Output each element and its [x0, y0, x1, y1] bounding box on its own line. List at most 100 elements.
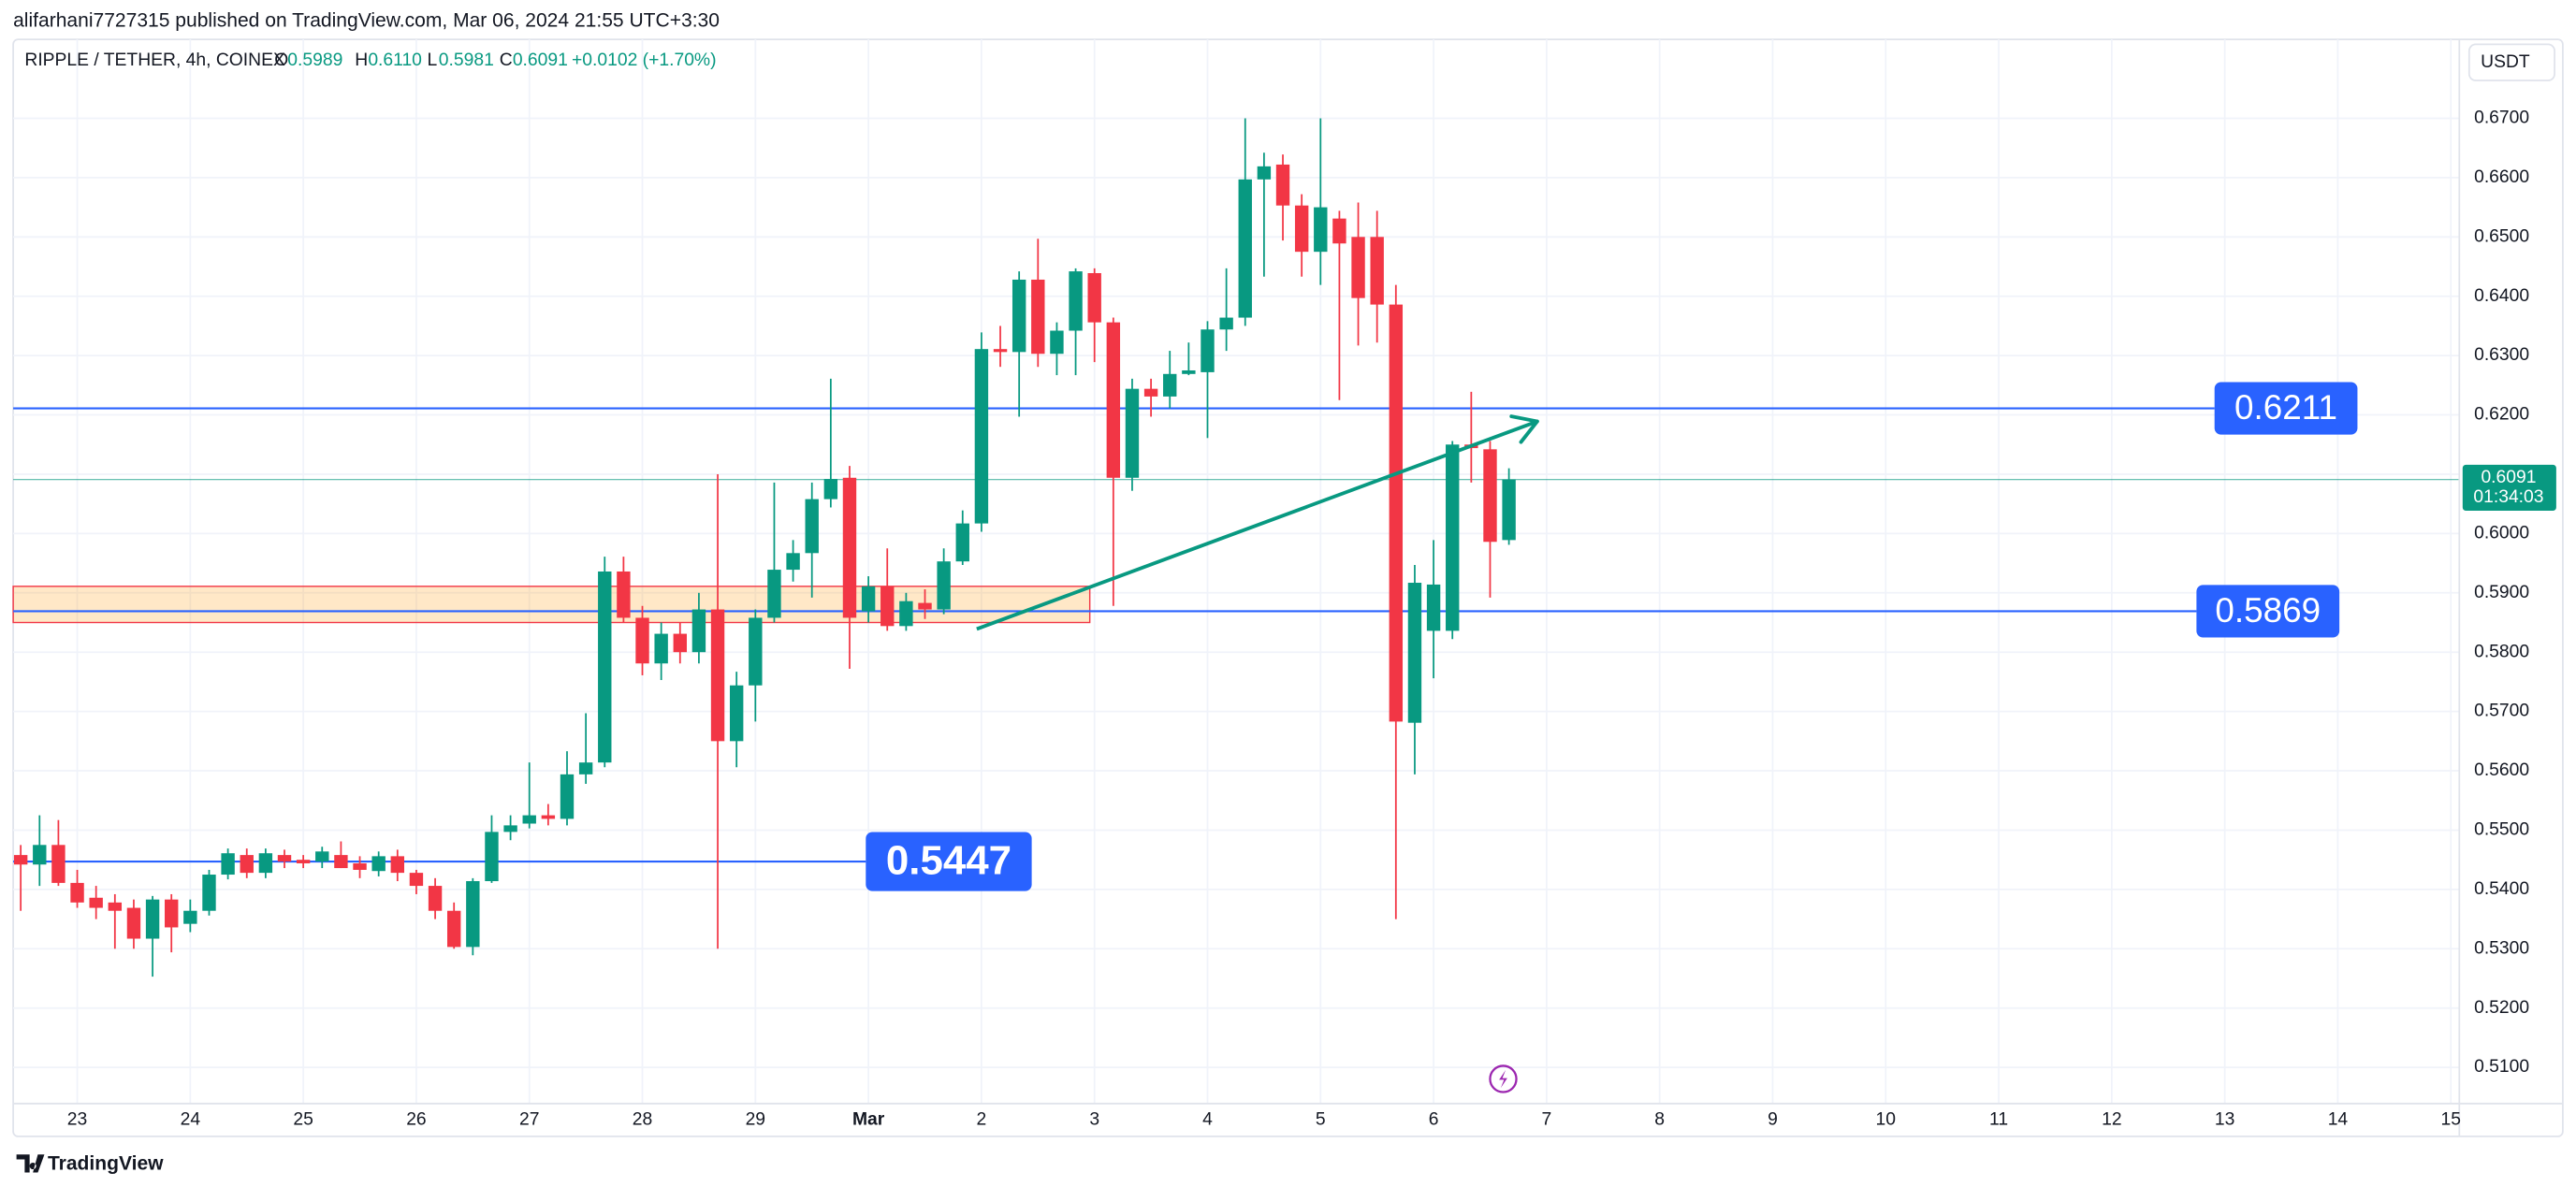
- candle-body: [202, 875, 216, 911]
- candle-body: [710, 609, 725, 742]
- candle-body: [315, 851, 329, 862]
- x-tick-label: 8: [1654, 1109, 1665, 1129]
- x-tick-label: 24: [181, 1109, 201, 1129]
- candle-body: [258, 853, 273, 874]
- y-tick-label: 0.6700: [2474, 109, 2529, 128]
- candle-body: [918, 602, 932, 610]
- candle-body: [786, 553, 800, 571]
- brand: TradingView: [48, 1152, 164, 1174]
- y-tick-label: 0.6200: [2474, 405, 2529, 425]
- candle-body: [1182, 369, 1196, 374]
- y-tick-label: 0.6300: [2474, 345, 2529, 365]
- candle-body: [767, 570, 781, 618]
- candle-body: [1050, 330, 1064, 355]
- x-tick-label: 6: [1429, 1109, 1439, 1129]
- candle-body: [1031, 279, 1045, 355]
- candle-body: [353, 862, 367, 870]
- y-tick-label: 0.5200: [2474, 998, 2529, 1018]
- candle-body: [126, 907, 141, 939]
- candle-body: [334, 855, 348, 869]
- level-label-box: [866, 832, 1032, 891]
- level-label: 0.6211: [2234, 388, 2337, 427]
- brand-logo: [16, 1154, 45, 1173]
- candle-body: [578, 762, 593, 774]
- candle-body: [221, 853, 235, 876]
- candle-body: [183, 910, 197, 924]
- y-tick-label: 0.5300: [2474, 938, 2529, 958]
- ohlc-label: C: [500, 51, 513, 70]
- candle-body: [1389, 304, 1404, 722]
- candle-body: [993, 349, 1008, 353]
- candle-body: [1257, 166, 1272, 180]
- candle-body: [1407, 583, 1422, 723]
- level-label-box: [2196, 585, 2340, 638]
- candle-body: [823, 479, 838, 499]
- candle-body: [691, 609, 706, 653]
- candle-body: [1314, 207, 1328, 253]
- x-tick-label: 5: [1316, 1109, 1326, 1129]
- ohlc-value: 0.5981: [439, 51, 494, 70]
- x-tick-label: Mar: [852, 1109, 885, 1129]
- x-tick-label: 9: [1768, 1109, 1778, 1129]
- candle-body: [296, 860, 311, 863]
- arrow-line: [976, 419, 1538, 631]
- candle-body: [1087, 272, 1101, 323]
- candle-body: [1332, 218, 1346, 244]
- candle-body: [371, 856, 386, 872]
- currency-button[interactable]: [2467, 43, 2556, 81]
- candle-body: [598, 571, 612, 763]
- candle-body: [861, 586, 876, 612]
- candle-body: [560, 774, 575, 819]
- candle-body: [33, 845, 47, 865]
- candle-body: [1201, 329, 1215, 372]
- countdown: 01:34:03: [2473, 487, 2543, 507]
- candle-body: [409, 873, 424, 887]
- candle-body: [522, 815, 536, 824]
- y-tick-label: 0.5600: [2474, 760, 2529, 780]
- symbol: RIPPLE / TETHER, 4h, COINEX: [24, 51, 285, 70]
- candle-body: [974, 349, 989, 524]
- candle-body: [145, 899, 160, 939]
- candle-body: [899, 601, 913, 627]
- candle-body: [1370, 237, 1384, 305]
- x-tick-label: 14: [2328, 1109, 2349, 1129]
- plot-area: 0.6211 0.5869 0.5447: [12, 118, 2460, 977]
- candle-body: [673, 633, 687, 653]
- ohlc-value: 0.6091: [513, 51, 568, 70]
- ohlc-label: L: [428, 51, 438, 70]
- icon-bolt[interactable]: [1499, 1069, 1507, 1089]
- candle-body: [1483, 449, 1497, 543]
- candle-body: [1125, 388, 1140, 478]
- candle-body: [485, 832, 499, 882]
- candle-body: [1219, 317, 1233, 330]
- candle-body: [1426, 584, 1441, 631]
- candle-body: [635, 617, 649, 664]
- x-tick-label: 13: [2215, 1109, 2234, 1129]
- candle-body: [1163, 373, 1177, 397]
- x-tick-label: 2: [977, 1109, 987, 1129]
- y-tick-label: 0.6500: [2474, 226, 2529, 246]
- x-tick-label: 10: [1876, 1109, 1896, 1129]
- candle-body: [541, 815, 556, 819]
- candle-body: [749, 617, 763, 686]
- last-price-box: [2462, 464, 2556, 512]
- currency-label[interactable]: USDT: [2481, 52, 2530, 72]
- candle-body: [654, 633, 668, 664]
- candle-body: [805, 499, 819, 554]
- icon-circle[interactable]: [1489, 1064, 1518, 1093]
- arrow-head: [1519, 419, 1539, 444]
- axes: 0.5100 0.5200 0.5300 0.5400 0.5500 0.5600 0.57…: [67, 109, 2556, 1129]
- x-tick-label: 27: [519, 1109, 539, 1129]
- candle-body: [240, 855, 254, 874]
- change: +0.0102 (+1.70%): [572, 51, 717, 70]
- x-tick-label: 3: [1089, 1109, 1099, 1129]
- published-note: alifarhani7727315 published on TradingVi…: [13, 9, 720, 31]
- candle-body: [1011, 279, 1026, 353]
- lightning-icon[interactable]: [1489, 1064, 1518, 1093]
- x-tick-label: 29: [746, 1109, 765, 1129]
- candle-body: [1238, 179, 1252, 318]
- last-price-label: 0.6091: [2481, 468, 2536, 487]
- candle-body: [89, 897, 103, 908]
- x-tick-label: 15: [2441, 1109, 2461, 1129]
